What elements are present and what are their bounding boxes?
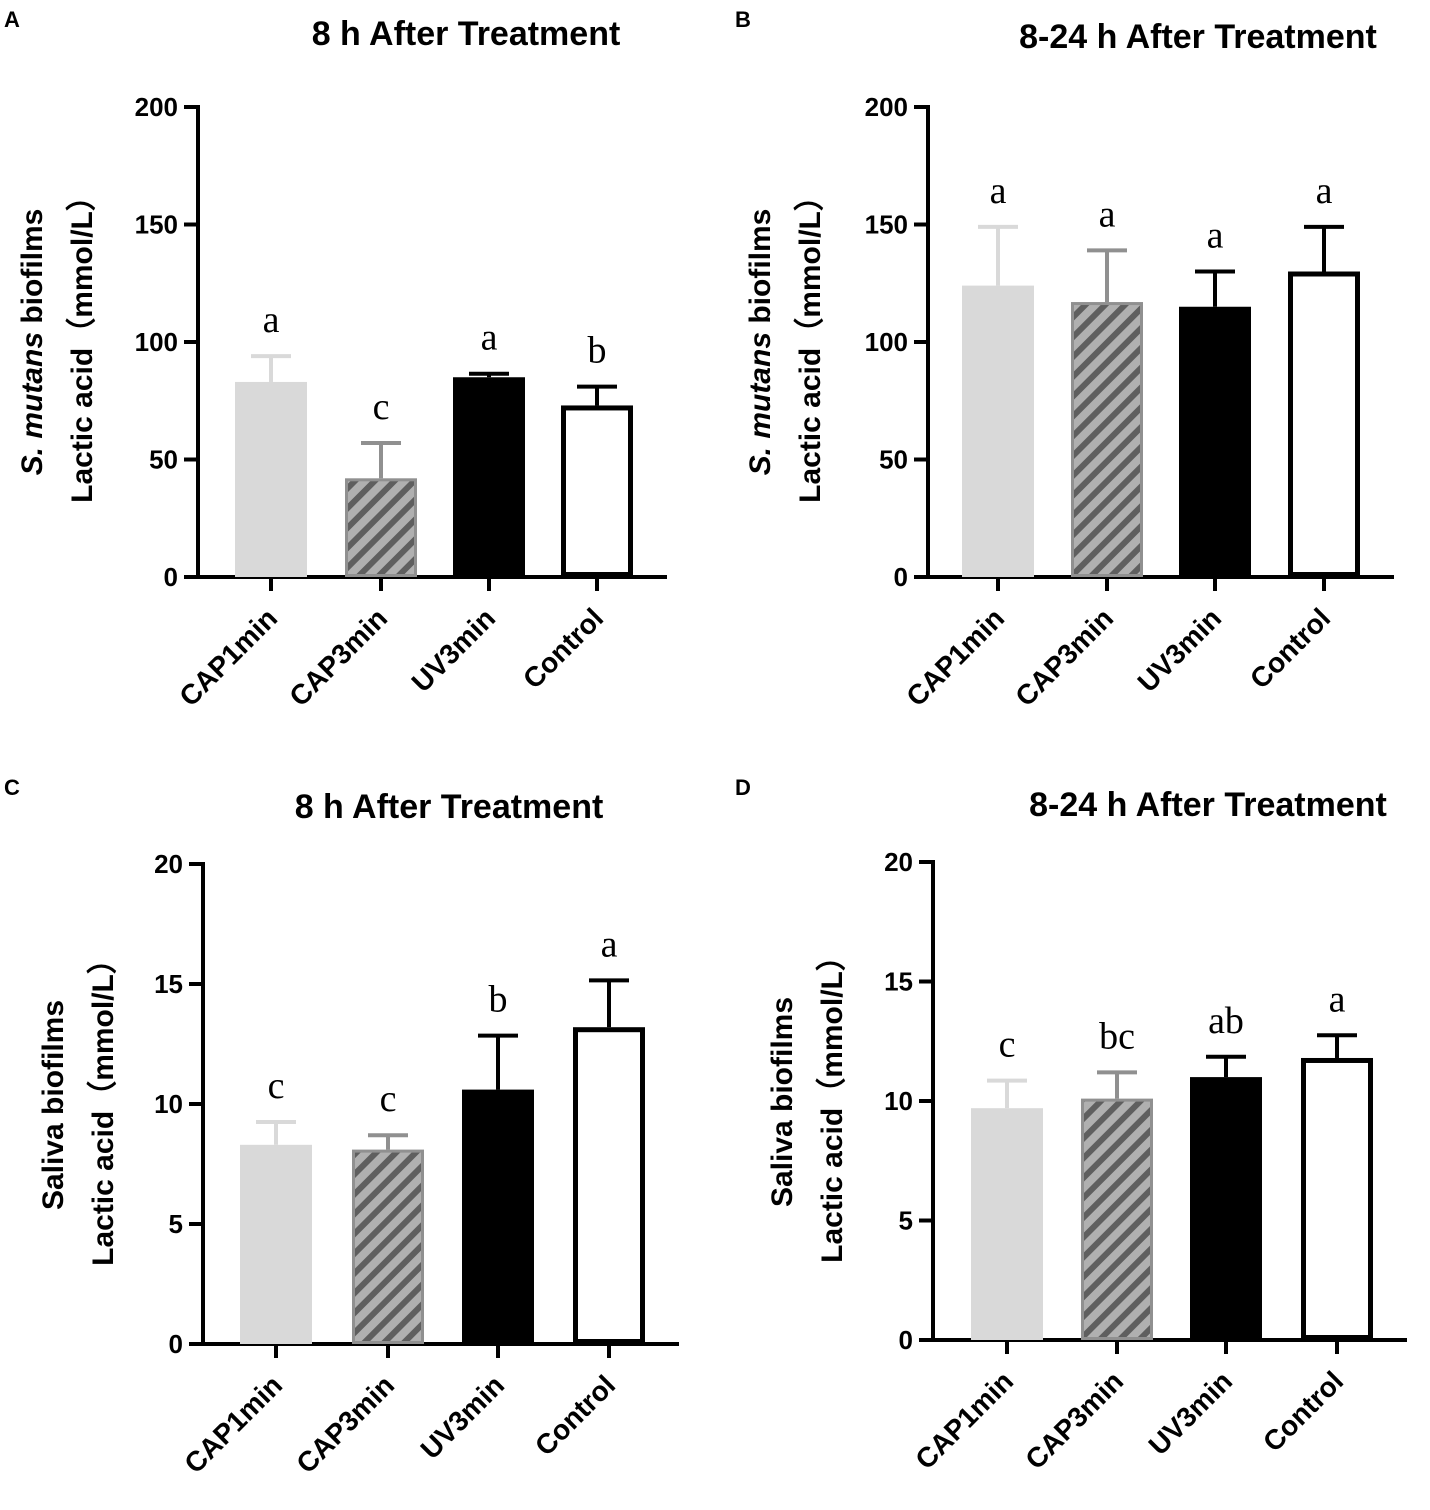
x-tick-label: CAP1min xyxy=(909,1365,1019,1475)
x-tick-label: CAP1min xyxy=(178,1369,288,1479)
x-tick-label: UV3min xyxy=(1132,602,1228,698)
panel-label: C xyxy=(4,775,20,800)
y-tick-label: 150 xyxy=(865,210,908,240)
panel-d: D 8-24 h After Treatment Saliva biofilms La… xyxy=(735,775,1407,1475)
significance-label: bc xyxy=(1099,1015,1135,1057)
bar-cap3min xyxy=(1071,302,1143,577)
y-axis-label-line1: S. mutans biofilms xyxy=(16,209,49,476)
significance-label: c xyxy=(999,1024,1016,1066)
x-tick-label: CAP3min xyxy=(283,602,393,712)
bar-control xyxy=(1301,1057,1373,1340)
significance-label: c xyxy=(268,1065,285,1107)
y-tick-label: 100 xyxy=(135,327,178,357)
y-tick-label: 5 xyxy=(899,1206,913,1236)
panel-c: C 8 h After Treatment Saliva biofilms Lacti… xyxy=(4,775,679,1479)
y-axis-label-line1: Saliva biofilms xyxy=(37,1000,70,1210)
y-tick-label: 0 xyxy=(169,1329,183,1359)
y-tick-label: 0 xyxy=(894,562,908,592)
bar-cap3min xyxy=(1081,1098,1153,1340)
chart-title: 8-24 h After Treatment xyxy=(1029,786,1387,824)
significance-label: a xyxy=(1207,215,1224,257)
y-tick-label: 200 xyxy=(135,92,178,122)
significance-label: a xyxy=(1316,170,1333,212)
panel-a: A 8 h After Treatment S. mutans biofilms La… xyxy=(4,7,667,712)
y-tick-label: 50 xyxy=(149,445,178,475)
x-tick-label: CAP3min xyxy=(1009,602,1119,712)
x-tick-label: Control xyxy=(1257,1365,1349,1457)
y-axis-label-line2: Lactic acid（mmol/L） xyxy=(86,944,120,1266)
significance-label: b xyxy=(588,330,607,372)
y-axis-label-line2: Lactic acid（mmol/L） xyxy=(815,941,849,1263)
y-tick-label: 15 xyxy=(154,969,183,999)
y-axis-label-rest: biofilms xyxy=(16,209,49,332)
bar-uv3min xyxy=(453,377,525,577)
bar-cap3min xyxy=(352,1149,424,1344)
bar-cap1min xyxy=(962,285,1034,577)
chart-title: 8-24 h After Treatment xyxy=(1019,18,1377,56)
y-axis-label-italic: S. mutans xyxy=(16,332,49,475)
y-tick-label: 20 xyxy=(884,847,913,877)
significance-label: a xyxy=(1099,193,1116,235)
panel-label: A xyxy=(4,7,20,32)
y-axis-label-rest: Saliva biofilms xyxy=(766,997,799,1207)
chart-title: 8 h After Treatment xyxy=(295,788,604,826)
panel-b: B 8-24 h After Treatment S. mutans biofilm… xyxy=(735,7,1394,712)
y-tick-label: 5 xyxy=(169,1209,183,1239)
x-tick-label: Control xyxy=(529,1369,621,1461)
bar-control xyxy=(561,405,633,578)
y-axis-label-line2: Lactic acid（mmol/L） xyxy=(793,181,827,503)
y-tick-label: 50 xyxy=(879,445,908,475)
significance-label: ab xyxy=(1208,1000,1244,1042)
y-tick-label: 0 xyxy=(899,1325,913,1355)
x-tick-label: CAP3min xyxy=(1019,1365,1129,1475)
y-tick-label: 15 xyxy=(884,967,913,997)
y-tick-label: 10 xyxy=(154,1089,183,1119)
y-axis-label-italic: S. mutans xyxy=(744,332,777,475)
significance-label: c xyxy=(380,1078,397,1120)
y-axis-label-line1: Saliva biofilms xyxy=(766,997,799,1207)
significance-label: b xyxy=(489,979,508,1021)
x-tick-label: UV3min xyxy=(1143,1365,1239,1461)
y-axis-label-rest: Saliva biofilms xyxy=(37,1000,70,1210)
y-axis-label-line1: S. mutans biofilms xyxy=(744,209,777,476)
chart-title: 8 h After Treatment xyxy=(312,15,621,53)
x-tick-label: Control xyxy=(517,602,609,694)
significance-label: a xyxy=(1329,978,1346,1020)
x-tick-label: CAP1min xyxy=(173,602,283,712)
panel-label: D xyxy=(735,775,751,800)
bar-cap1min xyxy=(235,381,307,577)
bar-uv3min xyxy=(462,1089,534,1344)
y-tick-label: 200 xyxy=(865,92,908,122)
x-tick-label: CAP1min xyxy=(900,602,1010,712)
bar-uv3min xyxy=(1190,1077,1262,1340)
y-tick-label: 0 xyxy=(164,562,178,592)
bar-control xyxy=(573,1027,645,1344)
y-tick-label: 100 xyxy=(865,327,908,357)
y-tick-label: 150 xyxy=(135,210,178,240)
significance-label: a xyxy=(990,170,1007,212)
x-tick-label: UV3min xyxy=(415,1369,511,1465)
x-tick-label: Control xyxy=(1244,602,1336,694)
x-tick-label: CAP3min xyxy=(290,1369,400,1479)
significance-label: a xyxy=(601,923,618,965)
significance-label: a xyxy=(481,317,498,359)
y-axis-label-line2: Lactic acid（mmol/L） xyxy=(65,181,99,503)
bar-cap1min xyxy=(240,1144,312,1344)
x-tick-label: UV3min xyxy=(406,602,502,698)
bar-uv3min xyxy=(1179,306,1251,577)
bar-cap3min xyxy=(345,478,417,577)
bar-control xyxy=(1288,271,1360,577)
significance-label: c xyxy=(373,386,390,428)
y-axis-label-rest: biofilms xyxy=(744,209,777,332)
significance-label: a xyxy=(263,299,280,341)
bar-cap1min xyxy=(971,1108,1043,1340)
y-tick-label: 20 xyxy=(154,849,183,879)
panel-label: B xyxy=(735,7,751,32)
y-tick-label: 10 xyxy=(884,1086,913,1116)
